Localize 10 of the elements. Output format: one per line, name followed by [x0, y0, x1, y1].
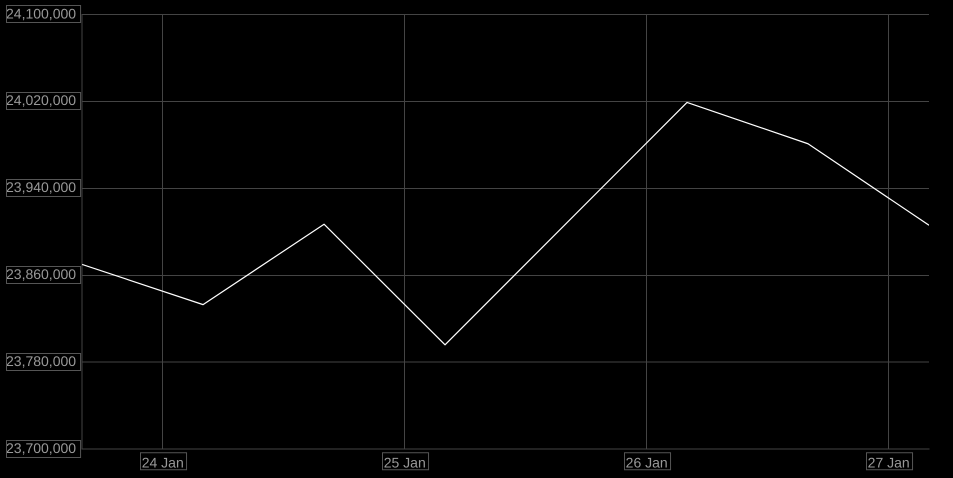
y-tick-label: 24,100,000: [6, 5, 76, 22]
y-tick-label: 24,020,000: [6, 92, 76, 108]
x-tick-label: 26 Jan: [626, 454, 668, 470]
y-tick-label: 23,940,000: [6, 179, 76, 196]
x-tick-label: 24 Jan: [142, 454, 184, 470]
x-tick-label: 27 Jan: [868, 454, 910, 470]
y-tick-label: 23,860,000: [6, 266, 76, 282]
x-tick-label: 25 Jan: [384, 454, 426, 470]
y-tick-label: 23,700,000: [6, 440, 76, 456]
y-tick-label: 23,780,000: [6, 353, 76, 370]
